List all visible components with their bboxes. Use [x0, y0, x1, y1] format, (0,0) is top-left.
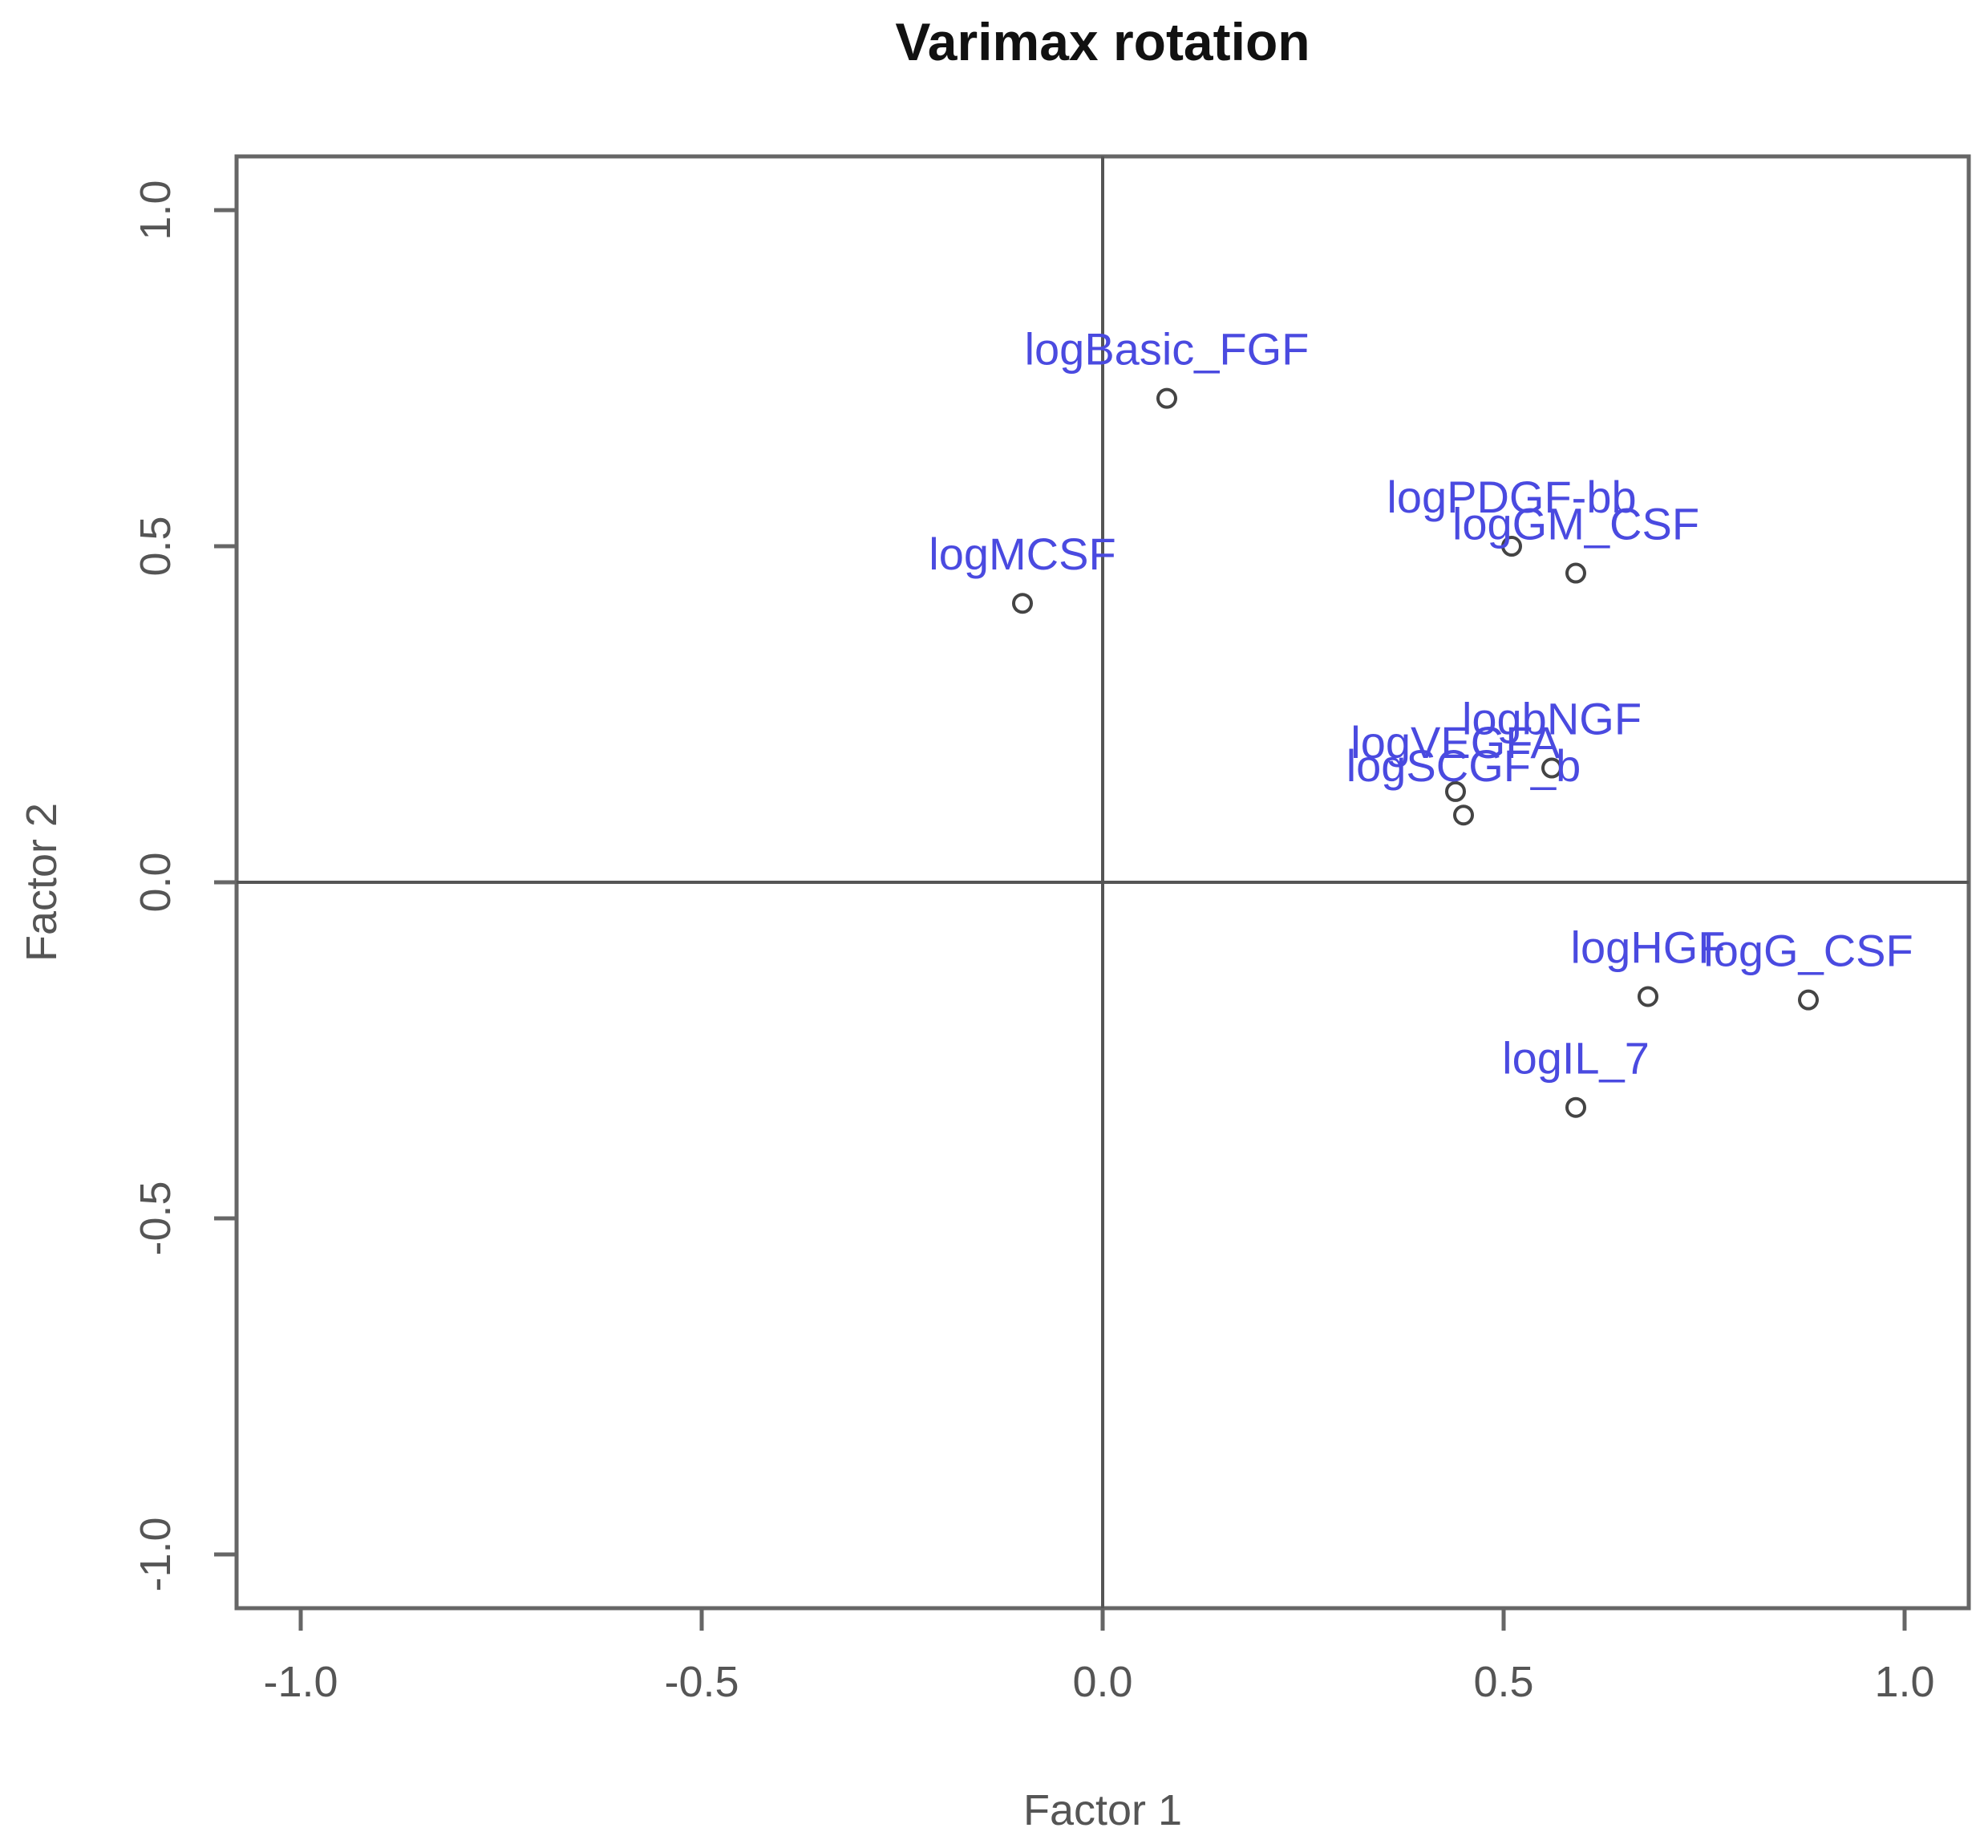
data-label: logHGF — [1571, 922, 1726, 972]
data-label: logIL_7 — [1502, 1033, 1650, 1084]
y-tick-label: 0.0 — [132, 852, 180, 912]
y-tick-label: -1.0 — [132, 1517, 180, 1591]
x-tick-label: -0.5 — [664, 1658, 739, 1706]
chart-title: Varimax rotation — [895, 12, 1310, 71]
data-point — [1012, 593, 1033, 614]
x-axis-label: Factor 1 — [1023, 1786, 1182, 1834]
y-tick-label: 1.0 — [132, 180, 180, 240]
x-axis: -1.0 -0.5 0.0 0.5 1.0 — [263, 1608, 1935, 1706]
data-label: logVEGFA — [1350, 717, 1561, 768]
y-axis-label: Factor 2 — [18, 803, 66, 962]
reference-lines — [237, 156, 1969, 1608]
data-point — [1445, 780, 1466, 802]
y-axis: -1.0 -0.5 0.0 0.5 1.0 — [132, 180, 237, 1591]
data-point — [1541, 757, 1562, 779]
x-tick-label: -1.0 — [263, 1658, 338, 1706]
x-tick-label: 0.0 — [1072, 1658, 1132, 1706]
data-point — [1501, 536, 1522, 557]
data-label: logSCGF_b — [1346, 740, 1581, 791]
data-label: logG_CSF — [1703, 926, 1913, 976]
data-label: logGM_CSF — [1452, 499, 1699, 549]
y-tick-label: 0.5 — [132, 516, 180, 576]
data-point — [1638, 986, 1658, 1007]
data-label: logPDGF-bb — [1387, 472, 1636, 522]
data-label: logbNGF — [1462, 694, 1642, 744]
data-labels: logBasic_FGF logMCSF logPDGF-bblogGM_CSFlo… — [929, 324, 1913, 1084]
data-point — [1453, 804, 1474, 826]
data-point — [1798, 989, 1819, 1011]
data-points — [1012, 387, 1819, 1118]
data-label: logMCSF — [929, 529, 1115, 579]
data-point — [1565, 1096, 1586, 1118]
x-tick-label: 1.0 — [1874, 1658, 1934, 1706]
data-point — [1156, 387, 1177, 409]
data-label: logBasic_FGF — [1025, 324, 1310, 375]
x-tick-label: 0.5 — [1473, 1658, 1533, 1706]
data-point — [1565, 562, 1586, 584]
y-tick-label: -0.5 — [132, 1181, 180, 1255]
